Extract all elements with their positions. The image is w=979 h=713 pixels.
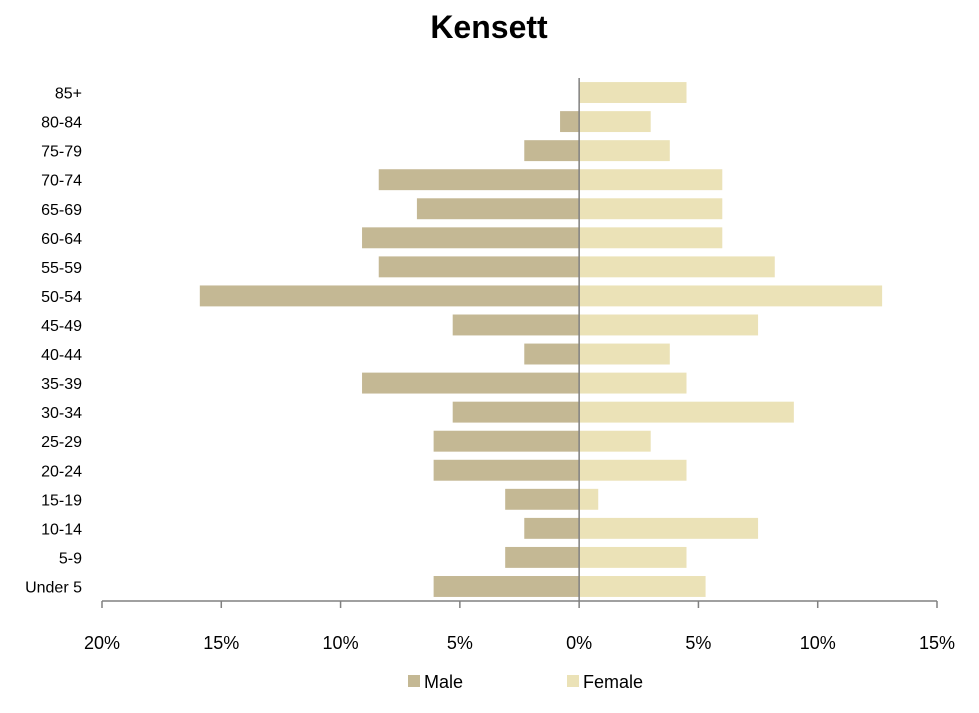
x-tick-label: 20% bbox=[84, 633, 120, 653]
bar-male-20-24 bbox=[433, 459, 580, 481]
bar-female-20-24 bbox=[579, 459, 687, 481]
category-label: 45-49 bbox=[41, 318, 82, 335]
bar-female-under-5 bbox=[579, 576, 706, 597]
category-label: 80-84 bbox=[41, 115, 82, 132]
bar-female-75-79 bbox=[579, 140, 670, 162]
bars-group bbox=[199, 82, 883, 597]
bar-female-45-49 bbox=[579, 314, 759, 336]
bar-male-10-14 bbox=[524, 517, 580, 539]
legend-label-female: Female bbox=[583, 672, 643, 692]
x-tick-label: 10% bbox=[800, 633, 836, 653]
category-label: 40-44 bbox=[41, 347, 82, 364]
bar-male-35-39 bbox=[362, 372, 580, 394]
x-tick-label: 10% bbox=[323, 633, 359, 653]
category-label: 50-54 bbox=[41, 289, 82, 306]
category-label: 25-29 bbox=[41, 434, 82, 451]
bar-female-40-44 bbox=[579, 343, 670, 365]
category-label: 70-74 bbox=[41, 173, 82, 190]
bar-male-80-84 bbox=[560, 111, 580, 133]
bar-female-10-14 bbox=[579, 517, 759, 539]
bar-female-15-19 bbox=[579, 488, 599, 510]
bar-male-60-64 bbox=[362, 227, 580, 249]
legend-swatch-female bbox=[567, 675, 579, 687]
bar-female-65-69 bbox=[579, 198, 723, 220]
bar-male-70-74 bbox=[378, 169, 580, 191]
category-label: 65-69 bbox=[41, 202, 82, 219]
bar-female-5-9 bbox=[579, 546, 687, 568]
x-axis: 20% 15% 10% 5% 0% 5% 10% 15% bbox=[84, 600, 955, 653]
legend-label-male: Male bbox=[424, 672, 463, 692]
bar-female-60-64 bbox=[579, 227, 723, 249]
category-label: 30-34 bbox=[41, 405, 82, 422]
bar-male-under-5 bbox=[433, 576, 580, 597]
category-label: 5-9 bbox=[59, 550, 82, 567]
legend-swatch-male bbox=[408, 675, 420, 687]
category-label: 10-14 bbox=[41, 521, 82, 538]
bar-male-25-29 bbox=[433, 430, 580, 452]
bar-female-80-84 bbox=[579, 111, 651, 133]
x-tick-label: 15% bbox=[919, 633, 955, 653]
bar-male-65-69 bbox=[416, 198, 580, 220]
bar-female-55-59 bbox=[579, 256, 775, 278]
category-label: Under 5 bbox=[25, 579, 82, 596]
bar-male-30-34 bbox=[452, 401, 580, 423]
legend: Male Female bbox=[408, 672, 643, 692]
bar-male-55-59 bbox=[378, 256, 580, 278]
bar-female-85- bbox=[579, 82, 687, 103]
category-label: 85+ bbox=[55, 86, 82, 103]
chart-title: Kensett bbox=[430, 9, 548, 45]
bar-male-75-79 bbox=[524, 140, 580, 162]
bar-male-40-44 bbox=[524, 343, 580, 365]
category-label: 75-79 bbox=[41, 144, 82, 161]
bar-male-15-19 bbox=[505, 488, 580, 510]
bar-female-70-74 bbox=[579, 169, 723, 191]
x-tick-label: 15% bbox=[203, 633, 239, 653]
bar-female-35-39 bbox=[579, 372, 687, 394]
category-label: 15-19 bbox=[41, 492, 82, 509]
x-tick-label: 5% bbox=[447, 633, 473, 653]
x-tick-label: 0% bbox=[566, 633, 592, 653]
bar-male-45-49 bbox=[452, 314, 580, 336]
bar-female-50-54 bbox=[579, 285, 883, 307]
category-label: 60-64 bbox=[41, 231, 82, 248]
category-label: 35-39 bbox=[41, 376, 82, 393]
x-tick-label: 5% bbox=[685, 633, 711, 653]
bar-male-5-9 bbox=[505, 546, 580, 568]
category-label: 20-24 bbox=[41, 463, 82, 480]
bar-male-50-54 bbox=[199, 285, 580, 307]
bar-female-25-29 bbox=[579, 430, 651, 452]
category-labels: 85+ 80-84 75-79 70-74 65-69 60-64 55-59 50-54 45… bbox=[25, 86, 82, 597]
bar-female-30-34 bbox=[579, 401, 794, 423]
category-label: 55-59 bbox=[41, 260, 82, 277]
